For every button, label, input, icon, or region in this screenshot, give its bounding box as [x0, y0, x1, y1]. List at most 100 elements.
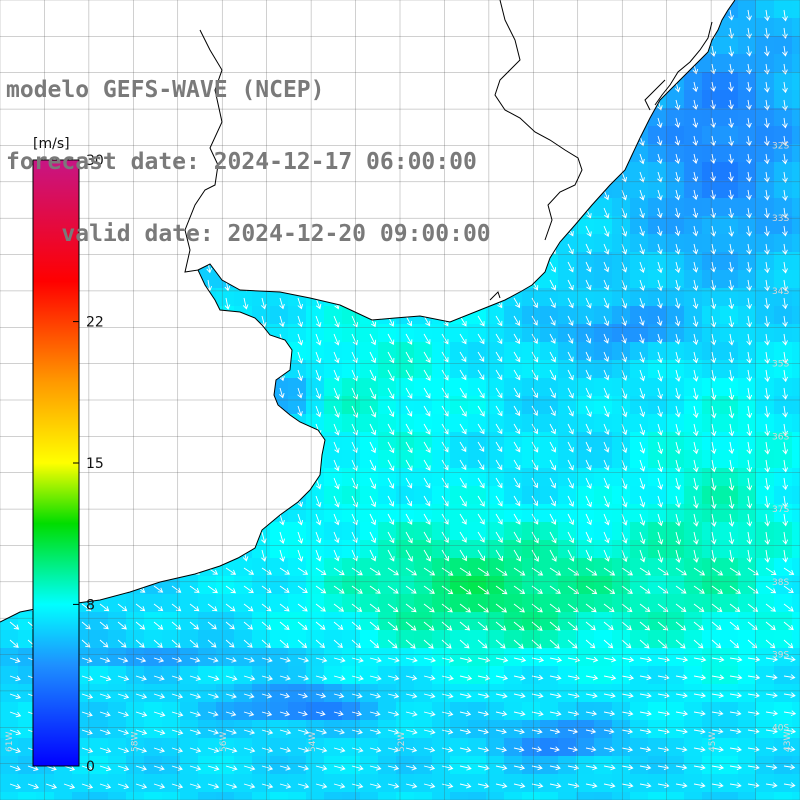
wind-arrow [603, 549, 610, 562]
wind-speed-cell [486, 792, 505, 800]
wind-speed-cell [360, 360, 379, 379]
wind-speed-cell [198, 612, 217, 631]
wind-speed-cell [126, 792, 145, 800]
wind-arrow [567, 477, 574, 489]
wind-speed-cell [432, 360, 451, 379]
wind-arrow [675, 692, 688, 699]
wind-speed-cell [18, 702, 37, 721]
wind-speed-cell [666, 144, 685, 163]
wind-speed-cell [630, 468, 649, 487]
wind-speed-cell [540, 774, 559, 793]
wind-speed-cell [756, 342, 775, 361]
wind-arrow [135, 657, 147, 663]
wind-arrow [710, 387, 717, 401]
wind-arrow [333, 315, 340, 328]
wind-speed-cell [414, 666, 433, 685]
wind-speed-cell [540, 558, 559, 577]
wind-speed-cell [360, 522, 379, 541]
wind-arrow [693, 782, 706, 789]
wind-arrow [782, 351, 788, 365]
wind-arrow [728, 423, 735, 437]
wind-speed-cell [648, 792, 667, 800]
wind-arrow [459, 531, 467, 543]
wind-arrow [585, 225, 592, 237]
wind-arrow [333, 369, 340, 382]
wind-speed-cell [612, 540, 631, 559]
wind-speed-cell [738, 36, 757, 55]
colorbar-tick-label: 22 [86, 315, 104, 331]
wind-speed-cell [504, 450, 523, 469]
wind-arrow [639, 333, 645, 344]
wind-speed-cell [792, 666, 800, 685]
wind-speed-cell [198, 576, 217, 595]
wind-arrow [351, 459, 358, 472]
wind-speed-cell [792, 414, 800, 433]
wind-arrow [693, 656, 707, 663]
wind-arrow [711, 746, 724, 753]
wind-arrow [531, 369, 539, 381]
wind-speed-cell [576, 288, 595, 307]
wind-arrow [746, 63, 752, 75]
wind-speed-cell [126, 702, 145, 721]
wind-speed-cell [792, 234, 800, 253]
wind-arrow [657, 243, 663, 255]
wind-arrow [477, 639, 488, 649]
wind-arrow [710, 171, 716, 182]
wind-arrow [153, 711, 166, 718]
wind-arrow [405, 729, 418, 735]
wind-speed-cell [684, 594, 703, 613]
wind-speed-cell [486, 612, 505, 631]
wind-arrow [261, 531, 267, 544]
wind-arrow [333, 495, 340, 508]
wind-arrow [369, 585, 381, 594]
wind-speed-cell [720, 198, 739, 217]
lon-label: 54W [308, 732, 318, 752]
wind-arrow [674, 117, 681, 129]
wind-speed-cell [432, 738, 451, 757]
wind-arrow [657, 549, 664, 563]
wind-speed-cell [306, 504, 325, 523]
wind-speed-cell [162, 648, 181, 667]
wind-arrow [603, 261, 610, 273]
wind-arrow [477, 746, 490, 753]
wind-arrow [549, 459, 557, 471]
wind-speed-cell [216, 684, 235, 703]
wind-arrow [746, 459, 753, 473]
wind-arrow [297, 387, 303, 399]
wind-speed-cell [540, 324, 559, 343]
wind-speed-cell [774, 432, 793, 451]
wind-arrow [728, 45, 734, 57]
wind-speed-cell [684, 666, 703, 685]
wind-arrow [405, 351, 413, 364]
wind-arrow [405, 603, 417, 613]
wind-arrow [549, 333, 556, 344]
wind-arrow [693, 585, 705, 594]
wind-speed-cell [414, 576, 433, 595]
wind-arrow [405, 315, 413, 327]
wind-arrow [729, 567, 742, 576]
wind-arrow [279, 675, 291, 681]
wind-arrow [621, 603, 633, 613]
wind-arrow [405, 369, 413, 382]
wind-speed-cell [72, 792, 91, 800]
wind-arrow [657, 459, 664, 473]
wind-arrow [728, 459, 735, 473]
wind-arrow [387, 495, 395, 507]
wind-arrow [621, 243, 628, 255]
wind-speed-cell [468, 684, 487, 703]
wind-speed-cell [306, 540, 325, 559]
wind-speed-cell [270, 594, 289, 613]
wind-speed-cell [180, 738, 199, 757]
wind-arrow [315, 495, 322, 508]
wind-speed-cell [648, 720, 667, 739]
wind-speed-cell [504, 342, 523, 361]
wind-arrow [405, 387, 413, 399]
wind-speed-cell [648, 216, 667, 235]
wind-arrow [639, 746, 652, 753]
wind-speed-cell [468, 702, 487, 721]
wind-arrow [441, 549, 449, 562]
wind-speed-cell [306, 342, 325, 361]
wind-arrow [531, 764, 543, 771]
wind-arrow [369, 405, 377, 418]
wind-speed-cell [612, 216, 631, 235]
